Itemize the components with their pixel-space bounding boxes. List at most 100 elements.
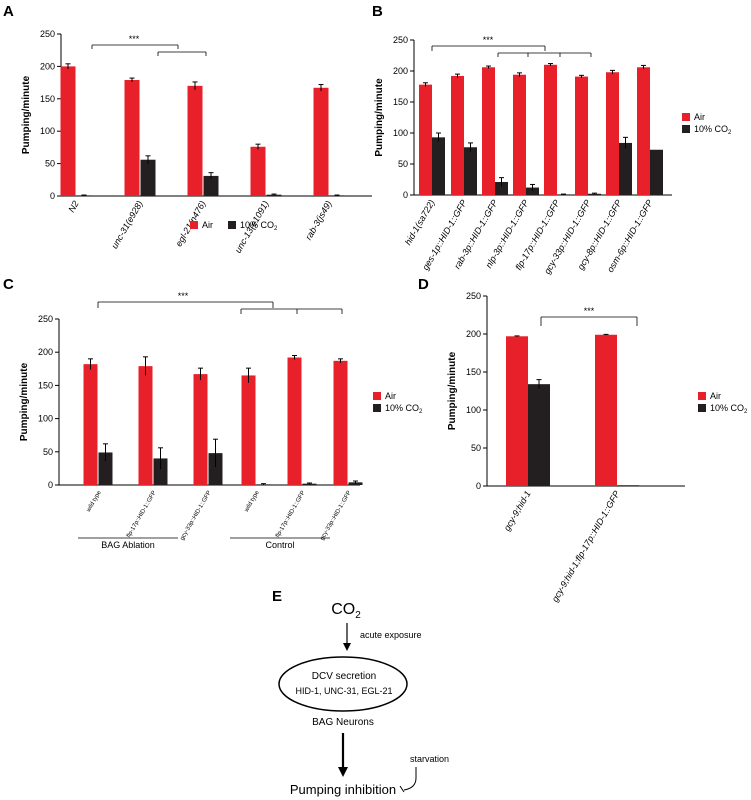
bar-co2 [528, 384, 550, 486]
y-tick-label: 200 [393, 66, 408, 76]
y-axis-label: Pumping/minute [21, 75, 32, 154]
bar-air [513, 74, 526, 195]
y-tick-label: 100 [38, 414, 53, 424]
category-label: flp-17p::HID-1::GFP [126, 490, 158, 539]
category-label: wild type [85, 489, 103, 514]
y-axis-label: Pumping/minute [374, 78, 385, 157]
legend-label-air: Air [710, 391, 721, 401]
bar-co2 [619, 142, 632, 195]
legend-label-co2: 10% CO2 [240, 220, 278, 232]
legend-label-co2: 10% CO2 [710, 403, 748, 415]
y-axis-label: Pumping/minute [447, 351, 458, 430]
bar-air [250, 146, 266, 196]
significance-marker: *** [178, 291, 189, 301]
y-tick-label: 50 [398, 159, 408, 169]
bar-co2 [526, 187, 539, 195]
bar-air [60, 66, 76, 197]
legend-label-co2: 10% CO2 [694, 124, 732, 136]
bar-air [138, 366, 153, 485]
y-tick-label: 150 [38, 380, 53, 390]
panel-d-chart: D 0 50 100 150 200 250 Pumping/minute gcy-9;hid-… [418, 276, 748, 604]
panel-b-chart: B 0 50 100 150 200 250 Pumping/minute hid-1(sa72… [372, 3, 732, 276]
legend-swatch-co2 [698, 404, 706, 412]
panel-label: D [418, 276, 429, 293]
bar-air [419, 84, 432, 195]
bar-air [506, 336, 528, 486]
y-tick-label: 250 [40, 29, 55, 39]
category-label: rab-3(js49) [303, 199, 333, 242]
starvation-label: starvation [410, 754, 449, 764]
bar-air [124, 80, 140, 196]
significance-marker: *** [483, 35, 494, 45]
legend-label-air: Air [694, 112, 705, 122]
category-label: wild type [243, 489, 261, 514]
bar-co2 [203, 175, 219, 196]
pumping-inhibition-label: Pumping inhibition [290, 782, 396, 797]
category-label: unc-31(e928) [109, 199, 144, 250]
y-tick-label: 0 [403, 190, 408, 200]
legend-swatch-co2 [373, 404, 381, 412]
bar-air [313, 87, 329, 196]
bar-air [544, 64, 557, 195]
y-tick-label: 250 [393, 35, 408, 45]
y-tick-label: 0 [476, 481, 481, 491]
bar-co2 [140, 159, 156, 196]
category-label: hid-1(sa722) [403, 198, 437, 247]
legend-swatch-co2 [228, 221, 236, 229]
legend-swatch-air [682, 113, 690, 121]
y-tick-label: 250 [38, 314, 53, 324]
bar-air [333, 360, 348, 485]
bar-co2 [76, 195, 92, 197]
bar-co2 [557, 194, 570, 196]
bar-air [451, 75, 464, 195]
bar-air [637, 67, 650, 195]
starvation-modulator [403, 767, 417, 791]
starvation-bar [399, 785, 405, 793]
panel-c-chart: C 0 50 100 150 200 250 Pumping/minute wild type f… [3, 276, 423, 550]
y-tick-label: 150 [393, 97, 408, 107]
significance-marker: *** [129, 34, 140, 44]
y-tick-label: 200 [40, 61, 55, 71]
bar-air [482, 67, 495, 195]
panel-label: B [372, 3, 383, 20]
legend-label-air: Air [385, 391, 396, 401]
y-tick-label: 200 [38, 347, 53, 357]
category-label: gcy-9;hid-1 [502, 489, 533, 533]
y-tick-label: 100 [40, 126, 55, 136]
bar-air [575, 76, 588, 195]
bag-neurons-label: BAG Neurons [312, 717, 374, 728]
exposure-label: acute exposure [360, 630, 422, 640]
panel-label: C [3, 276, 14, 293]
bar-co2 [329, 195, 345, 197]
legend-swatch-air [373, 392, 381, 400]
panel-e-label: E [272, 588, 282, 605]
panel-a-chart: A 0 50 100 150 200 250 Pumping/minute N2 unc-31(e… [3, 3, 372, 255]
dcv-title: DCV secretion [312, 671, 376, 682]
arrowhead-inhibition [338, 767, 348, 777]
y-tick-label: 250 [466, 291, 481, 301]
y-tick-label: 100 [466, 405, 481, 415]
y-tick-label: 50 [471, 443, 481, 453]
y-tick-label: 200 [466, 329, 481, 339]
co2-label: CO2 [331, 601, 361, 621]
bar-co2 [98, 452, 113, 485]
bar-co2 [208, 453, 223, 485]
legend-label-air: Air [202, 220, 213, 230]
bar-co2 [617, 485, 639, 487]
significance-marker: *** [584, 306, 595, 316]
bar-co2 [464, 147, 477, 195]
y-tick-label: 150 [466, 367, 481, 377]
bar-air [241, 375, 256, 485]
y-tick-label: 50 [43, 447, 53, 457]
bar-air [606, 72, 619, 195]
bar-air [193, 374, 208, 485]
bar-air [187, 85, 203, 196]
category-label: gcy-33p::HID-1::GFP [180, 490, 213, 542]
panel-e-diagram: E CO2 acute exposure DCV secretion HID-1… [272, 588, 449, 797]
y-axis-label: Pumping/minute [19, 362, 30, 441]
y-tick-label: 0 [48, 480, 53, 490]
legend-swatch-air [190, 221, 198, 229]
legend-swatch-air [698, 392, 706, 400]
bar-air [595, 334, 617, 486]
